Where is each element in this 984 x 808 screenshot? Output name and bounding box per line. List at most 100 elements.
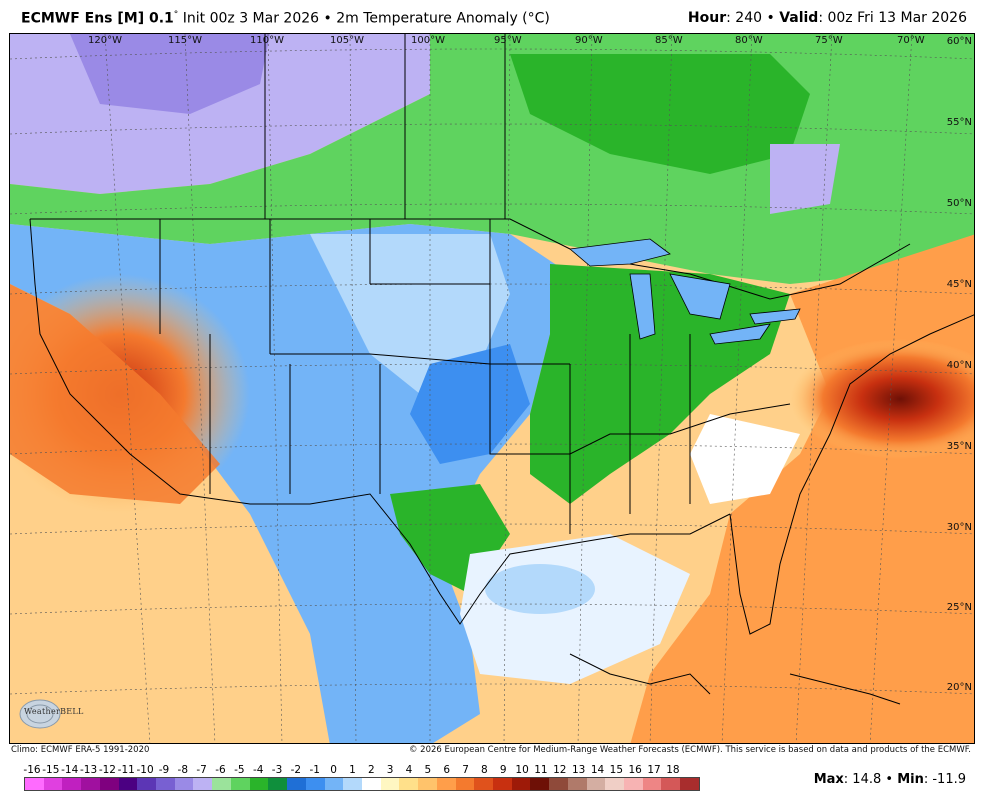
colorbar-tick-label: -4 xyxy=(252,764,264,776)
valid-label: Valid xyxy=(779,10,819,26)
init-and-field: Init 00z 3 Mar 2026 • 2m Temperature Ano… xyxy=(178,10,550,27)
colorbar-swatch xyxy=(624,778,643,790)
valid-value: : 00z Fri 13 Mar 2026 xyxy=(818,10,967,26)
header: ECMWF Ens [M] 0.1° Init 00z 3 Mar 2026 •… xyxy=(0,0,984,33)
degree-symbol: ° xyxy=(173,10,179,20)
valid-time: Hour: 240 • Valid: 00z Fri 13 Mar 2026 xyxy=(688,10,967,26)
colorbar-swatch xyxy=(25,778,44,790)
colorbar-tick-label: 5 xyxy=(424,764,432,776)
colorbar-swatch xyxy=(193,778,213,790)
colorbar-tick-label: 11 xyxy=(534,764,548,776)
colorbar-tick-label: -7 xyxy=(196,764,207,776)
anomaly-map: 120°W 115°W 110°W 105°W 100°W 95°W 90°W … xyxy=(9,33,975,744)
colorbar-swatch xyxy=(324,778,344,790)
colorbar-swatch xyxy=(343,778,362,790)
min-value: : -11.9 xyxy=(923,772,966,787)
lat-label: 20°N xyxy=(946,682,972,693)
colorbar-swatch xyxy=(380,778,400,790)
colorbar-tick-label: 8 xyxy=(481,764,488,776)
max-min-stats: Max: 14.8 • Min: -11.9 xyxy=(814,772,966,787)
lon-label: 75°W xyxy=(815,35,843,46)
colorbar-swatch xyxy=(156,778,175,790)
anomaly-region xyxy=(70,34,270,114)
colorbar-swatch xyxy=(118,778,138,790)
colorbar-swatch xyxy=(268,778,288,790)
colorbar-swatch xyxy=(137,778,157,790)
map-graphic xyxy=(10,34,974,743)
colorbar-tick-label: -2 xyxy=(290,764,302,776)
colorbar-swatch xyxy=(567,778,587,790)
colorbar-tick-label: 4 xyxy=(405,764,413,776)
hour-label: Hour xyxy=(687,10,727,26)
colorbar-tick-label: -16 xyxy=(23,764,41,776)
colorbar-tick-label: 18 xyxy=(666,764,680,776)
colorbar-tick-label: -1 xyxy=(309,764,320,776)
colorbar-swatch xyxy=(43,778,63,790)
lat-label: 40°N xyxy=(946,360,972,371)
anomaly-region xyxy=(690,414,800,504)
colorbar-swatch xyxy=(455,778,475,790)
weatherbell-logo xyxy=(19,699,61,729)
colorbar-swatch xyxy=(361,778,381,790)
colorbar-tick-label: 14 xyxy=(590,764,605,776)
colorbar-swatch xyxy=(81,778,100,790)
lon-label: 95°W xyxy=(494,35,522,46)
lon-label: 70°W xyxy=(897,35,925,46)
max-label: Max xyxy=(813,772,844,787)
colorbar-swatch xyxy=(474,778,493,790)
lon-label: 115°W xyxy=(168,35,202,46)
lat-label: 35°N xyxy=(946,441,972,452)
lat-label: 60°N xyxy=(946,36,972,47)
colorbar-swatch xyxy=(212,778,231,790)
colorbar-swatch xyxy=(511,778,531,790)
colorbar-tick-label: -5 xyxy=(234,764,245,776)
colorbar-swatch xyxy=(99,778,119,790)
anomaly-region xyxy=(10,284,220,504)
lon-label: 90°W xyxy=(575,35,603,46)
lon-label: 85°W xyxy=(655,35,683,46)
lon-label: 105°W xyxy=(330,35,364,46)
colorbar-swatch xyxy=(642,778,662,790)
colorbar-swatch xyxy=(174,778,194,790)
lat-label: 55°N xyxy=(946,117,972,128)
colorbar-tick-label: -15 xyxy=(42,764,60,776)
colorbar-tick-label: 15 xyxy=(609,764,624,776)
lat-label: 50°N xyxy=(946,198,972,209)
colorbar-swatch xyxy=(399,778,419,790)
colorbar-tick-label: 17 xyxy=(647,764,661,776)
graticule xyxy=(10,34,974,743)
colorbar-swatch xyxy=(62,778,82,790)
colorbar-swatch xyxy=(586,778,606,790)
lon-label: 100°W xyxy=(411,35,445,46)
colorbar-tick-label: 9 xyxy=(499,764,507,776)
colorbar-swatch xyxy=(605,778,624,790)
colorbar-tick-label: 13 xyxy=(571,764,586,776)
colorbar-tick-label: 10 xyxy=(515,764,529,776)
colorbar-tick-label: 0 xyxy=(330,764,337,776)
colorbar-tick-label: 12 xyxy=(553,764,567,776)
climo-credit: Climo: ECMWF ERA-5 1991-2020 xyxy=(11,745,150,755)
anomaly-region xyxy=(770,144,840,214)
colorbar-tick-label: -11 xyxy=(117,764,135,776)
lon-label: 120°W xyxy=(88,35,122,46)
colorbar-swatch xyxy=(230,778,250,790)
anomaly-region xyxy=(530,264,790,504)
colorbar xyxy=(24,777,700,791)
colorbar-swatch xyxy=(305,778,325,790)
lat-label: 30°N xyxy=(946,522,972,533)
colorbar-swatch xyxy=(661,778,681,790)
colorbar-swatch xyxy=(418,778,437,790)
colorbar-tick-label: 2 xyxy=(367,764,375,776)
great-lakes xyxy=(569,238,801,345)
colorbar-tick-label: -10 xyxy=(136,764,154,776)
colorbar-tick-label: -12 xyxy=(98,764,116,776)
colorbar-swatch xyxy=(436,778,456,790)
logo-text: WeatherBELL xyxy=(24,707,84,716)
colorbar-swatch xyxy=(530,778,550,790)
max-value: : 14.8 • xyxy=(843,772,898,787)
colorbar-tick-label: -3 xyxy=(271,764,283,776)
colorbar-tick-label: -9 xyxy=(158,764,170,776)
colorbar-swatch xyxy=(249,778,269,790)
hour-value: : 240 • xyxy=(726,10,780,26)
colorbar-swatch xyxy=(287,778,306,790)
